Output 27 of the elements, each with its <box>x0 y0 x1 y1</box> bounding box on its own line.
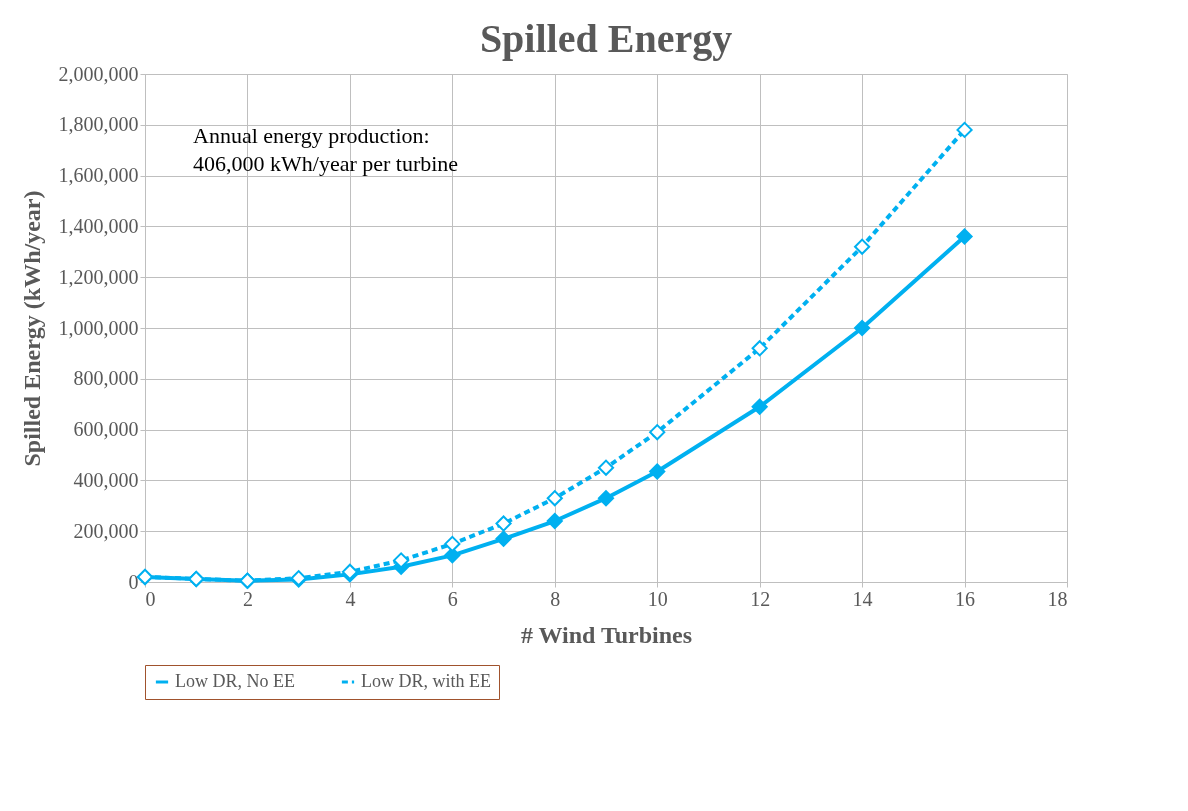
x-tick-label: 12 <box>750 587 771 610</box>
y-tick-label: 2,000,000 <box>58 62 139 85</box>
y-axis-title: Spilled Energy (kWh/year) <box>18 190 45 467</box>
y-tick-label: 1,400,000 <box>58 214 139 237</box>
y-tick-label: 1,800,000 <box>58 113 139 136</box>
y-tick-label: 600,000 <box>73 418 139 441</box>
y-tick-label: 200,000 <box>73 519 139 542</box>
chart-title: Spilled Energy <box>479 16 733 61</box>
x-tick-label: 8 <box>550 587 561 610</box>
y-tick-label: 400,000 <box>73 468 139 491</box>
x-tick-label: 16 <box>955 587 976 610</box>
x-tick-label: 2 <box>242 587 253 610</box>
x-tick-label: 10 <box>647 587 668 610</box>
y-tick-label: 0 <box>128 570 139 593</box>
y-tick-label: 1,200,000 <box>58 265 139 288</box>
x-tick-label: 18 <box>1047 587 1068 610</box>
x-tick-label: 4 <box>345 587 356 610</box>
annotation: Annual energy production: 406,000 kWh/year per turbine <box>193 123 459 176</box>
y-tick-label: 1,600,000 <box>58 164 139 187</box>
x-axis-title: # Wind Turbines <box>520 621 693 648</box>
y-tick-label: 1,000,000 <box>58 316 139 339</box>
x-tick-label: 14 <box>852 587 873 610</box>
x-tick-label: 0 <box>145 587 156 610</box>
x-tick-label: 6 <box>447 587 458 610</box>
y-tick-label: 800,000 <box>73 367 139 390</box>
legend-label: Low DR, No EE <box>175 671 295 691</box>
legend-label: Low DR, with EE <box>361 671 491 691</box>
